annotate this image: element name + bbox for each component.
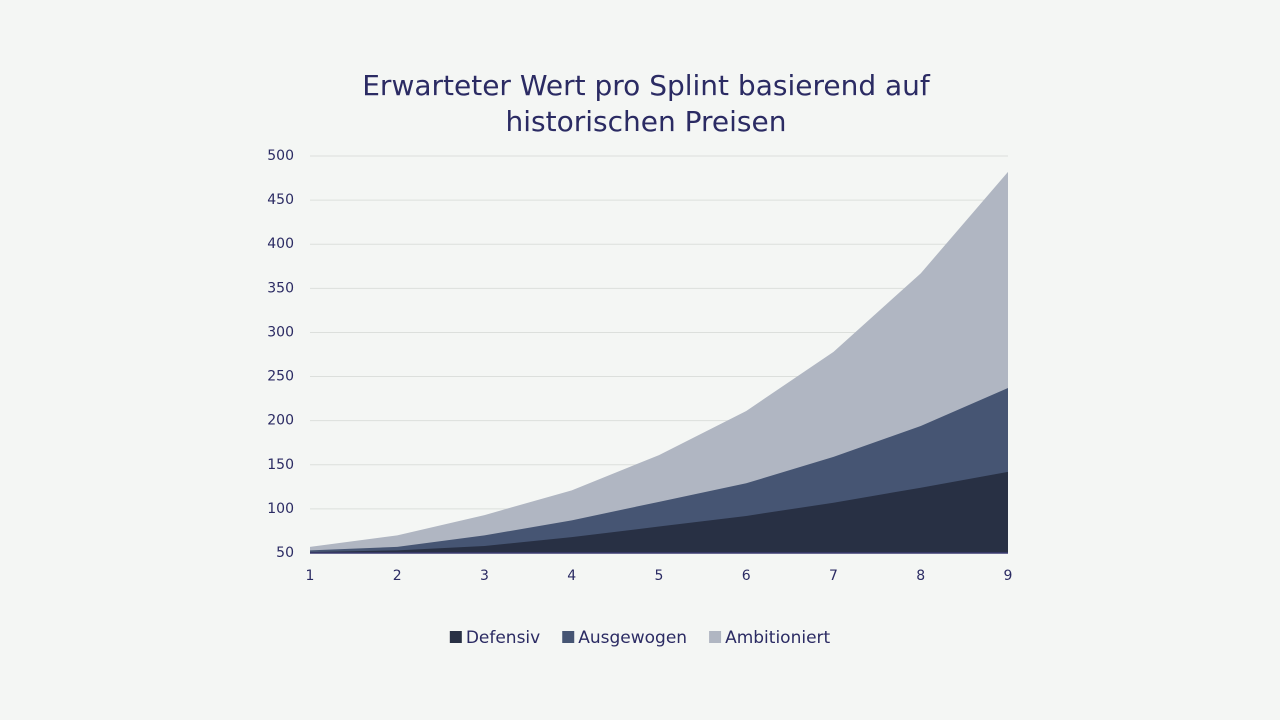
x-tick-label: 4 (567, 568, 576, 584)
x-tick-label: 1 (306, 568, 315, 584)
y-tick-label: 500 (267, 148, 294, 164)
legend-swatch (449, 631, 462, 643)
x-tick-label: 7 (829, 568, 838, 584)
legend-swatch (562, 631, 575, 643)
y-tick-label: 450 (267, 192, 294, 208)
x-tick-label: 5 (655, 568, 664, 584)
y-tick-label: 300 (267, 324, 294, 340)
legend-label: Defensiv (466, 628, 540, 648)
area (310, 471, 1008, 553)
y-tick-label: 350 (267, 280, 294, 296)
x-tick-label: 3 (480, 568, 489, 584)
chart-title: Erwarteter Wert pro Splint basierend auf… (362, 69, 930, 138)
legend: Defensiv Ausgewogen Ambitioniert (449, 628, 831, 648)
legend-label: Ambitioniert (725, 628, 830, 648)
y-tick-label: 400 (267, 236, 294, 252)
legend-label: Ausgewogen (578, 628, 687, 648)
y-tick-label: 200 (267, 413, 294, 429)
x-tick-label: 9 (1004, 568, 1013, 584)
legend-swatch (709, 631, 722, 643)
y-tick-label: 150 (267, 457, 294, 473)
y-tick-label: 100 (267, 501, 294, 517)
x-tick-label: 6 (742, 568, 751, 584)
x-tick-label: 2 (393, 568, 402, 584)
y-tick-label: 50 (276, 545, 294, 561)
y-tick-label: 250 (267, 369, 294, 385)
x-tick-label: 8 (916, 568, 925, 584)
